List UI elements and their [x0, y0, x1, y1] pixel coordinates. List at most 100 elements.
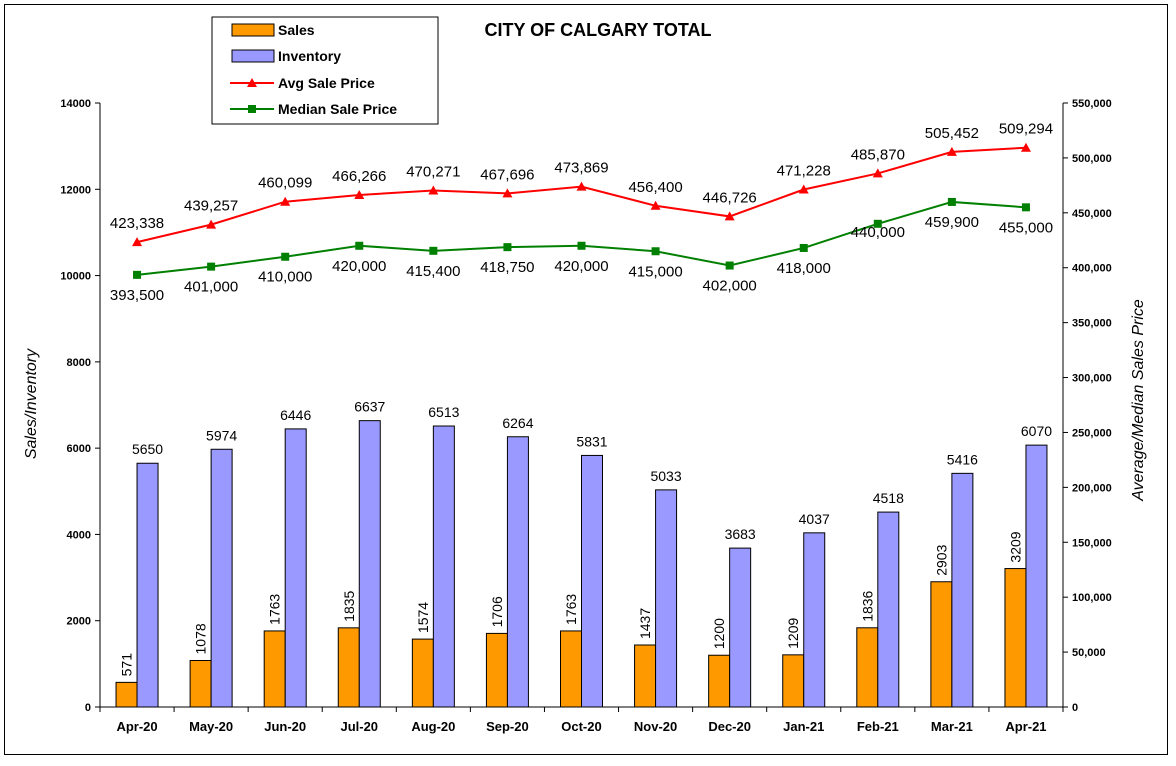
sales-data-label: 571: [119, 653, 135, 677]
avg-price-data-label: 471,228: [777, 163, 831, 180]
x-tick-label: Apr-21: [1005, 719, 1046, 734]
sales-bar: [560, 630, 582, 708]
inventory-data-label: 3683: [725, 526, 756, 542]
inventory-data-label: 6070: [1021, 423, 1052, 439]
y-right-tick-label: 400,000: [1072, 263, 1112, 275]
inventory-bar: [581, 454, 603, 708]
y-left-tick-label: 0: [85, 702, 91, 714]
x-tick-label: Mar-21: [931, 719, 973, 734]
y-axis-left-label: Sales/Inventory: [23, 348, 40, 459]
avg-price-data-label: 509,294: [999, 121, 1053, 138]
sales-data-label: 1200: [711, 618, 727, 649]
inventory-bar: [210, 448, 233, 708]
legend-avg-label: Avg Sale Price: [278, 75, 375, 91]
axes-group: 0 2000 4000 6000 8000 10000 12000 14000 0 50,000 1…: [60, 98, 1111, 734]
inventory-bar: [877, 511, 900, 708]
x-tick-label: Nov-20: [634, 719, 677, 734]
sales-bar: [189, 659, 212, 708]
x-tick-label: Dec-20: [708, 719, 751, 734]
median-price-data-label: 455,000: [999, 219, 1053, 236]
avg-price-data-label: 446,726: [703, 189, 757, 206]
y-right-tick-label: 350,000: [1072, 318, 1112, 330]
avg-price-marker: [650, 200, 661, 210]
y-right-tick-label: 150,000: [1072, 537, 1112, 549]
median-price-marker: [355, 241, 364, 250]
sales-data-label: 1706: [489, 596, 505, 627]
median-price-marker: [873, 219, 882, 228]
sales-bar: [263, 630, 286, 708]
avg-price-data-label: 439,257: [184, 198, 238, 215]
y-right-tick-label: 250,000: [1072, 427, 1112, 439]
avg-price-marker: [428, 185, 439, 195]
legend-median-marker: [248, 105, 256, 113]
median-price-data-label: 418,750: [480, 259, 534, 276]
avg-price-data-label: 466,266: [332, 168, 386, 185]
data-labels-group: 571 5650 1078 5974 1763 6446 1835 6637 1574 6513 1…: [110, 121, 1053, 677]
avg-price-marker: [502, 188, 513, 198]
avg-price-marker: [576, 181, 587, 191]
sales-bar: [930, 581, 953, 708]
avg-price-data-label: 467,696: [480, 166, 534, 183]
sales-data-label: 1763: [563, 594, 579, 625]
legend: Sales Inventory Avg Sale Price Median Sale …: [211, 16, 439, 125]
x-tick-label: Jan-21: [783, 719, 824, 734]
median-price-data-label: 440,000: [851, 224, 905, 241]
legend-sales-swatch: [231, 23, 275, 37]
inventory-bar: [729, 547, 752, 708]
median-price-data-label: 410,000: [258, 269, 312, 286]
avg-price-data-label: 423,338: [110, 215, 164, 232]
y-right-tick-label: 550,000: [1072, 98, 1112, 110]
avg-price-marker: [1020, 142, 1031, 152]
bars-group: [115, 420, 1048, 708]
inventory-data-label: 6637: [354, 399, 385, 415]
inventory-bar: [803, 532, 826, 708]
y-left-tick-label: 10000: [60, 271, 91, 283]
inventory-data-label: 6264: [502, 415, 533, 431]
inventory-data-label: 6446: [280, 407, 311, 423]
sales-bar: [115, 681, 138, 708]
sales-bar: [708, 654, 731, 708]
x-tick-label: Jul-20: [340, 719, 378, 734]
inventory-bar: [506, 436, 529, 708]
median-price-marker: [1021, 203, 1030, 212]
y-right-tick-label: 200,000: [1072, 482, 1112, 494]
inventory-data-label: 6513: [428, 404, 459, 420]
avg-price-data-label: 456,400: [628, 179, 682, 196]
inventory-data-label: 5033: [650, 468, 681, 484]
y-right-tick-label: 100,000: [1072, 592, 1112, 604]
sales-data-label: 1763: [267, 594, 283, 625]
y-right-tick-label: 0: [1072, 702, 1078, 714]
sales-data-label: 1836: [859, 590, 875, 621]
avg-price-data-label: 485,870: [851, 146, 905, 163]
y-right-tick-label: 450,000: [1072, 208, 1112, 220]
median-price-marker: [133, 270, 142, 279]
x-tick-label: Sep-20: [486, 719, 529, 734]
inventory-bar: [951, 472, 974, 708]
median-price-marker: [207, 262, 216, 271]
x-tick-label: Aug-20: [411, 719, 455, 734]
avg-price-data-label: 470,271: [406, 164, 460, 181]
inventory-data-label: 5831: [576, 433, 607, 449]
sales-data-label: 1437: [637, 608, 653, 639]
median-price-data-label: 402,000: [703, 278, 757, 295]
y-axis-right-label: Average/Median Sales Price: [1130, 299, 1147, 502]
x-tick-label: May-20: [189, 719, 233, 734]
sales-bar: [337, 627, 360, 708]
legend-inventory-swatch: [231, 49, 275, 63]
sales-bar: [485, 632, 508, 708]
avg-price-marker: [946, 146, 957, 156]
avg-price-marker: [132, 237, 143, 247]
median-price-data-label: 415,400: [406, 263, 460, 280]
sales-bar: [856, 627, 879, 708]
y-left-tick-label: 12000: [60, 184, 91, 196]
y-right-tick-label: 300,000: [1072, 373, 1112, 385]
y-left-tick-label: 4000: [67, 529, 91, 541]
median-price-marker: [503, 243, 512, 252]
x-tick-label: Apr-20: [116, 719, 157, 734]
sales-data-label: 1078: [193, 623, 209, 654]
sales-data-label: 1574: [415, 602, 431, 633]
inventory-data-label: 5974: [206, 427, 237, 443]
avg-price-marker: [724, 211, 735, 221]
